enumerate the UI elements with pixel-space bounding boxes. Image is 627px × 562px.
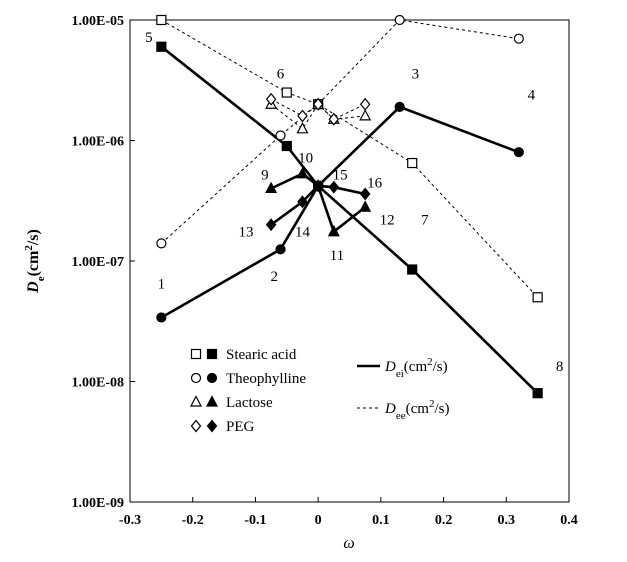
data-point-peg-di [265,218,277,232]
data-point-lactose-di [359,200,372,212]
data-point-stearic-acid-di [281,140,292,152]
annotation-label-14: 14 [295,225,311,241]
x-axis-title: ω [343,535,354,552]
data-point-peg-di [328,180,340,194]
data-point-stearic-acid-di [532,388,543,399]
x-tick-label: 0.1 [372,513,390,528]
y-tick-label: 1.00E-06 [72,135,125,150]
data-point-lactose-de [296,122,309,134]
y-tick-label: 1.00E-05 [72,14,125,29]
data-point-lactose-di [327,224,340,237]
data-point-lactose-di [265,181,278,194]
data-point-lactose-de [359,109,372,121]
data-point-peg-di [297,195,308,209]
legend-label-stearic-acid: Stearic acid [226,347,297,363]
annotation-label-4: 4 [528,88,536,104]
x-tick-label: 0 [315,513,322,528]
annotation-label-7: 7 [421,213,429,229]
annotation-label-9: 9 [261,168,269,184]
data-point-peg-di [312,179,324,193]
data-point-peg-de [297,109,308,123]
x-tick-label: 0.4 [560,513,578,528]
annotation-label-2: 2 [270,269,278,285]
x-tick-label: 0.3 [498,513,516,528]
data-point-theophylline-de [275,130,286,141]
series-line-stearic-acid-de [161,19,538,298]
legend-marker-filled-peg [206,419,218,433]
data-point-stearic-acid-de [532,292,543,303]
legend-label-dee: Dee(cm2/s) [384,398,449,422]
data-point-stearic-acid-de [407,157,418,169]
legend-marker-filled-theophylline [206,372,218,384]
legend-label-theophylline: Theophylline [226,371,306,387]
x-tick-label: -0.3 [119,513,141,528]
annotation-label-6: 6 [277,66,285,82]
legend-marker-open-lactose [190,395,202,407]
data-point-theophylline-di [156,312,167,323]
annotation-label-12: 12 [380,213,395,229]
data-point-peg-de [359,97,371,111]
axis-ticks: -0.3 -0.2 -0.1 0 0.1 0.2 0.3 0.4 1.00E-09 1.00E-0… [72,14,578,528]
annotation-label-1: 1 [158,277,166,293]
y-tick-label: 1.00E-09 [72,496,125,511]
legend-marker-open-theophylline [190,372,202,384]
data-point-theophylline-de [156,238,167,249]
series-line-theophylline-di [160,105,520,319]
data-point-theophylline-di [513,147,524,158]
annotation-label-8: 8 [556,359,564,375]
legend-label-dei: Dei(cm2/s) [384,356,448,380]
data-point-peg-de [312,97,324,111]
data-point-peg-di [359,187,371,201]
data-point-peg-de [265,92,277,106]
data-point-stearic-acid-di [407,264,418,275]
data-point-stearic-acid-di [156,41,167,52]
legend-label-peg: PEG [226,419,255,435]
x-tick-label: -0.2 [182,513,204,528]
data-point-theophylline-de [394,14,405,26]
data-point-stearic-acid-de [156,14,167,26]
y-tick-label: 1.00E-08 [72,376,125,391]
legend-marker-filled-stearic-acid [206,348,218,360]
data-point-lactose-di [296,166,309,179]
legend: Stearic acid Theophylline Lactose PEG Dei(cm… [190,347,449,435]
legend-marker-open-stearic-acid [190,348,202,360]
annotation-label-11: 11 [330,248,344,264]
annotation-label-5: 5 [145,30,153,46]
data-point-stearic-acid-de [281,87,292,98]
data-point-theophylline-de [513,33,524,44]
y-axis-title: De(cm2/s) [23,229,47,294]
data-point-theophylline-di [275,244,286,255]
y-tick-label: 1.00E-07 [72,255,125,270]
series-markers [156,14,543,399]
data-point-peg-de [328,112,340,126]
series-line-theophylline-de [161,19,519,244]
x-tick-label: -0.1 [244,513,266,528]
annotation-label-10: 10 [298,151,313,167]
annotation-label-13: 13 [239,225,254,241]
legend-label-lactose: Lactose [226,395,273,411]
x-tick-label: 0.2 [435,513,453,528]
data-point-theophylline-di [394,101,405,113]
annotation-label-3: 3 [412,66,420,82]
legend-marker-open-peg [190,419,202,433]
series-line-lactose-de [270,103,366,130]
legend-marker-filled-lactose [206,395,218,407]
annotation-label-15: 15 [333,168,348,184]
annotation-label-16: 16 [367,175,383,191]
series-lines [160,19,539,395]
